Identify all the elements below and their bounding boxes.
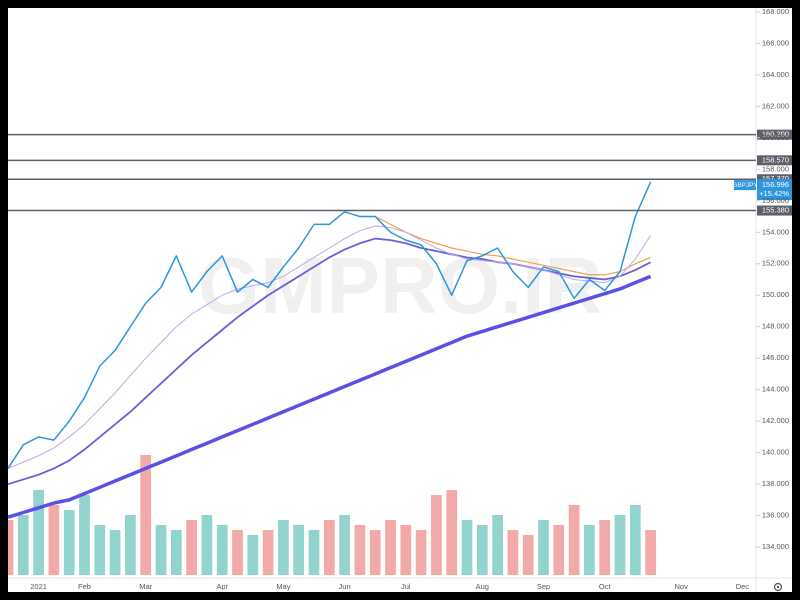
- price-level-label: 155.380: [762, 206, 789, 215]
- x-tick-label: 2021: [30, 582, 47, 591]
- symbol-label: GBPJPY: [732, 182, 758, 189]
- y-tick-label: 140.000: [762, 448, 789, 457]
- y-tick-label: 156.000: [762, 196, 789, 205]
- change-label: +15.42%: [759, 189, 789, 198]
- volume-bar: [323, 520, 335, 575]
- volume-layer: [8, 455, 656, 575]
- volume-bar: [170, 530, 182, 575]
- price-level-label: 160.200: [762, 130, 789, 139]
- y-tick-label: 134.000: [762, 542, 789, 551]
- volume-bar: [278, 520, 289, 575]
- overlay-layer: 160.200 158.570 157.370 155.380 GBPJPY 156.99…: [8, 130, 792, 216]
- volume-bar: [79, 495, 90, 575]
- volume-bar: [614, 515, 626, 575]
- volume-bar: [522, 535, 534, 575]
- x-tick-label: May: [276, 582, 290, 591]
- series-line: [8, 274, 652, 519]
- volume-bar: [400, 525, 412, 575]
- x-tick-label: Jul: [401, 582, 411, 591]
- volume-bar: [262, 530, 274, 575]
- volume-bar: [629, 505, 641, 575]
- price-level-label: 158.570: [762, 155, 789, 164]
- x-tick-label: Oct: [599, 582, 612, 591]
- series-line: [8, 225, 652, 469]
- price-level-label: 157.370: [762, 174, 789, 183]
- volume-bar: [461, 520, 473, 575]
- y-tick-label: 166.000: [762, 38, 789, 47]
- volume-bar: [415, 530, 427, 575]
- y-tick-label: 142.000: [762, 416, 789, 425]
- volume-bar: [125, 515, 136, 575]
- y-tick-label: 164.000: [762, 70, 789, 79]
- volume-bar: [17, 515, 29, 575]
- series-line: [8, 181, 652, 469]
- price-level-tag: [757, 205, 792, 216]
- series-line: [374, 215, 651, 276]
- volume-bar: [201, 515, 213, 575]
- volume-bar: [476, 525, 488, 575]
- volume-bar: [33, 490, 44, 575]
- volume-bar: [553, 525, 565, 575]
- y-tick-label: 158.000: [762, 164, 789, 173]
- volume-bar: [140, 455, 152, 575]
- volume-bar: [645, 530, 656, 575]
- x-tick-label: Feb: [78, 582, 91, 591]
- x-tick-label: Sep: [537, 582, 550, 591]
- x-tick-label: Mar: [139, 582, 152, 591]
- last-price-tag: [757, 179, 792, 201]
- volume-bar: [247, 535, 259, 575]
- watermark: GMPRO.IR: [198, 241, 602, 330]
- y-tick-label: 138.000: [762, 479, 789, 488]
- volume-bar: [507, 530, 519, 575]
- y-tick-label: 168.000: [762, 7, 789, 16]
- y-tick-label: 148.000: [762, 322, 789, 331]
- volume-bar: [538, 520, 549, 575]
- y-tick-label: 136.000: [762, 511, 789, 520]
- volume-bar: [216, 525, 228, 575]
- volume-bar: [94, 525, 106, 575]
- line-layer: [8, 181, 652, 519]
- volume-bar: [385, 520, 396, 575]
- y-tick-label: 144.000: [762, 385, 789, 394]
- x-tick-label: Aug: [476, 582, 489, 591]
- volume-bar: [492, 515, 503, 575]
- volume-bar: [63, 510, 75, 575]
- last-price-label: 156.996: [762, 180, 789, 189]
- volume-bar: [369, 530, 381, 575]
- y-tick-label: 152.000: [762, 259, 789, 268]
- x-tick-label: Apr: [216, 582, 228, 591]
- volume-bar: [232, 530, 243, 575]
- price-level-tag: [757, 155, 792, 166]
- volume-bar: [293, 525, 305, 575]
- y-tick-label: 162.000: [762, 101, 789, 110]
- volume-bar: [354, 525, 366, 575]
- symbol-tag: [734, 180, 756, 191]
- y-tick-label: 154.000: [762, 227, 789, 236]
- price-level-tag: [757, 129, 792, 140]
- volume-bar: [155, 525, 167, 575]
- y-tick-label: 150.000: [762, 290, 789, 299]
- chart-background: [8, 8, 792, 592]
- volume-bar: [8, 520, 14, 575]
- volume-bar: [48, 505, 60, 575]
- volume-bar: [584, 525, 595, 575]
- x-tick-label: Nov: [675, 582, 689, 591]
- volume-bar: [431, 495, 442, 575]
- x-tick-label: Jun: [339, 582, 351, 591]
- settings-icon[interactable]: [773, 582, 783, 592]
- volume-bar: [599, 520, 611, 575]
- y-tick-label: 160.000: [762, 133, 789, 142]
- x-tick-label: Dec: [736, 582, 750, 591]
- volume-bar: [109, 530, 121, 575]
- y-tick-label: 146.000: [762, 353, 789, 362]
- volume-bar: [568, 505, 580, 575]
- volume-bar: [446, 490, 458, 575]
- volume-bar: [186, 520, 197, 575]
- volume-bar: [308, 530, 320, 575]
- volume-bar: [339, 515, 350, 575]
